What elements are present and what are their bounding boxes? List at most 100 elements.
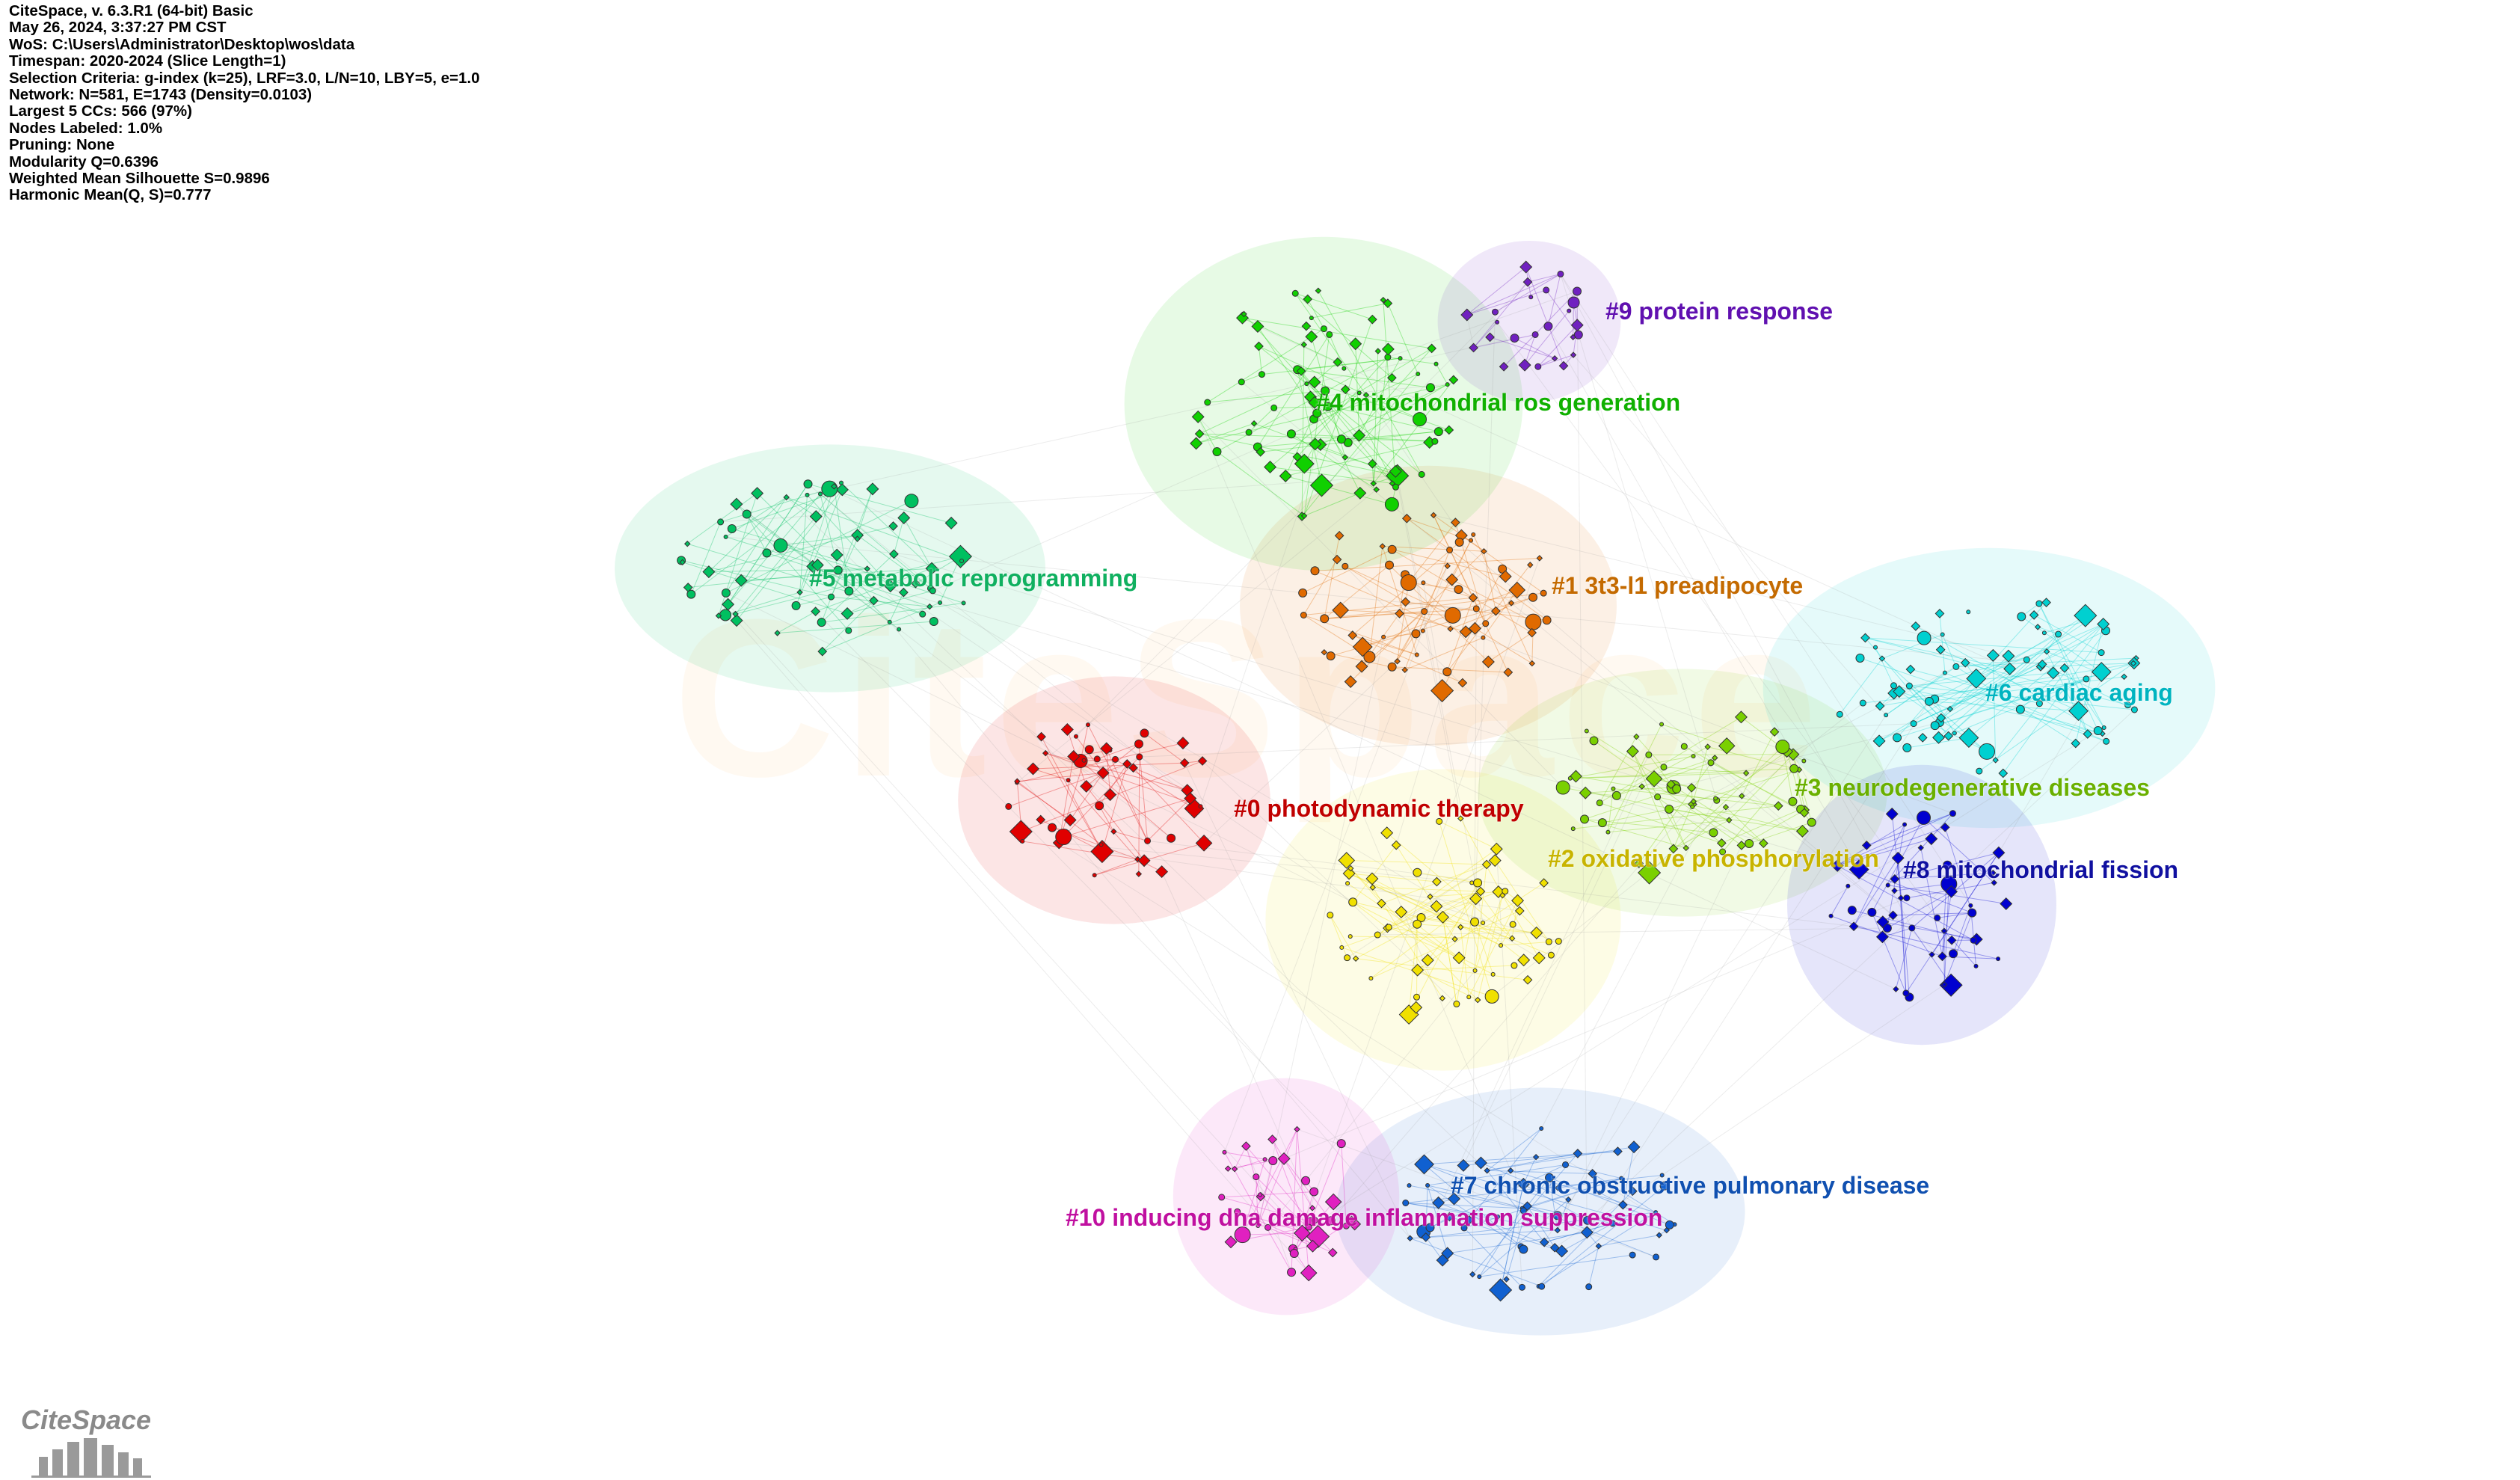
network-node[interactable] (1238, 378, 1245, 386)
network-node[interactable] (774, 630, 781, 636)
network-node[interactable] (783, 494, 790, 501)
network-node[interactable] (1191, 410, 1205, 423)
network-node[interactable] (1595, 1242, 1602, 1250)
network-node[interactable] (1198, 804, 1203, 809)
network-node[interactable] (1682, 844, 1689, 852)
network-node[interactable] (1308, 396, 1321, 409)
network-node[interactable] (1395, 905, 1408, 918)
network-node[interactable] (1569, 770, 1582, 783)
network-node[interactable] (1712, 755, 1718, 761)
network-node[interactable] (1347, 630, 1358, 640)
network-node[interactable] (1342, 562, 1349, 570)
network-node[interactable] (1090, 840, 1114, 864)
network-node[interactable] (1352, 636, 1373, 657)
network-node[interactable] (1401, 666, 1408, 674)
network-node[interactable] (1367, 314, 1377, 325)
network-node[interactable] (1303, 294, 1313, 304)
network-node[interactable] (1890, 874, 1900, 884)
network-node[interactable] (2035, 700, 2043, 707)
network-node[interactable] (1633, 733, 1640, 740)
network-node[interactable] (1583, 1215, 1593, 1225)
network-node[interactable] (1499, 361, 1509, 372)
network-node[interactable] (1511, 894, 1525, 907)
network-node[interactable] (1495, 319, 1500, 325)
network-node[interactable] (2017, 612, 2026, 621)
network-node[interactable] (1413, 919, 1422, 929)
network-node[interactable] (1413, 868, 1422, 877)
network-node[interactable] (1234, 1226, 1251, 1244)
network-node[interactable] (1580, 1226, 1594, 1239)
network-node[interactable] (1875, 930, 1889, 944)
network-node[interactable] (1270, 404, 1278, 411)
network-node[interactable] (809, 510, 823, 523)
network-node[interactable] (869, 595, 879, 606)
network-node[interactable] (1104, 788, 1117, 802)
cluster-label-6[interactable]: #6 cardiac aging (1985, 679, 2173, 706)
network-node[interactable] (1522, 974, 1533, 985)
network-node[interactable] (1990, 869, 1997, 876)
network-node[interactable] (1389, 480, 1396, 487)
network-node[interactable] (1519, 260, 1533, 274)
network-node[interactable] (1036, 731, 1046, 742)
network-node[interactable] (1996, 957, 2001, 962)
network-node[interactable] (1391, 840, 1401, 850)
network-node[interactable] (1451, 936, 1458, 943)
network-node[interactable] (1469, 880, 1475, 885)
network-node[interactable] (1342, 454, 1349, 461)
network-node[interactable] (1433, 427, 1443, 437)
network-node[interactable] (1231, 1165, 1238, 1173)
network-node[interactable] (2037, 659, 2047, 669)
network-node[interactable] (1425, 1182, 1430, 1188)
network-node[interactable] (1347, 1215, 1356, 1226)
network-node[interactable] (1893, 733, 1902, 743)
network-node[interactable] (1289, 1249, 1299, 1259)
network-node[interactable] (1365, 872, 1379, 885)
network-node[interactable] (1481, 655, 1495, 669)
network-node[interactable] (1876, 915, 1890, 929)
network-node[interactable] (1323, 402, 1333, 411)
network-node[interactable] (1253, 1173, 1260, 1181)
network-node[interactable] (1474, 1156, 1487, 1170)
network-node[interactable] (961, 601, 966, 606)
network-node[interactable] (1447, 625, 1454, 633)
network-node[interactable] (1347, 865, 1354, 872)
network-node[interactable] (1352, 955, 1359, 962)
network-node[interactable] (888, 521, 898, 531)
network-node[interactable] (2091, 662, 2112, 682)
network-node[interactable] (1605, 829, 1611, 835)
network-node[interactable] (1704, 743, 1711, 750)
network-node[interactable] (1327, 1247, 1338, 1258)
network-node[interactable] (1847, 906, 1857, 915)
network-node[interactable] (1799, 808, 1810, 818)
network-node[interactable] (1300, 1264, 1318, 1282)
network-node[interactable] (1345, 881, 1350, 886)
network-node[interactable] (1460, 1224, 1468, 1232)
network-node[interactable] (702, 565, 716, 579)
network-node[interactable] (1308, 375, 1321, 389)
network-node[interactable] (845, 627, 852, 634)
network-node[interactable] (1917, 630, 1932, 645)
network-node[interactable] (1519, 1207, 1527, 1215)
network-node[interactable] (840, 607, 854, 620)
network-node[interactable] (2097, 618, 2110, 630)
network-node[interactable] (1294, 1126, 1300, 1133)
network-node[interactable] (1135, 871, 1143, 877)
network-node[interactable] (1340, 384, 1350, 395)
network-node[interactable] (723, 534, 728, 539)
network-node[interactable] (2074, 604, 2098, 627)
network-node[interactable] (1344, 954, 1351, 962)
network-node[interactable] (904, 494, 919, 509)
network-node[interactable] (1567, 308, 1572, 313)
network-node[interactable] (1934, 914, 1941, 921)
network-node[interactable] (1573, 286, 1582, 296)
network-node[interactable] (1775, 740, 1790, 755)
network-node[interactable] (2130, 660, 2137, 667)
network-node[interactable] (1430, 678, 1454, 703)
network-node[interactable] (1570, 319, 1584, 332)
network-node[interactable] (1309, 1205, 1316, 1212)
network-node[interactable] (1009, 820, 1033, 844)
network-node[interactable] (1300, 341, 1308, 348)
network-node[interactable] (1489, 1278, 1513, 1302)
network-node[interactable] (1144, 837, 1152, 844)
